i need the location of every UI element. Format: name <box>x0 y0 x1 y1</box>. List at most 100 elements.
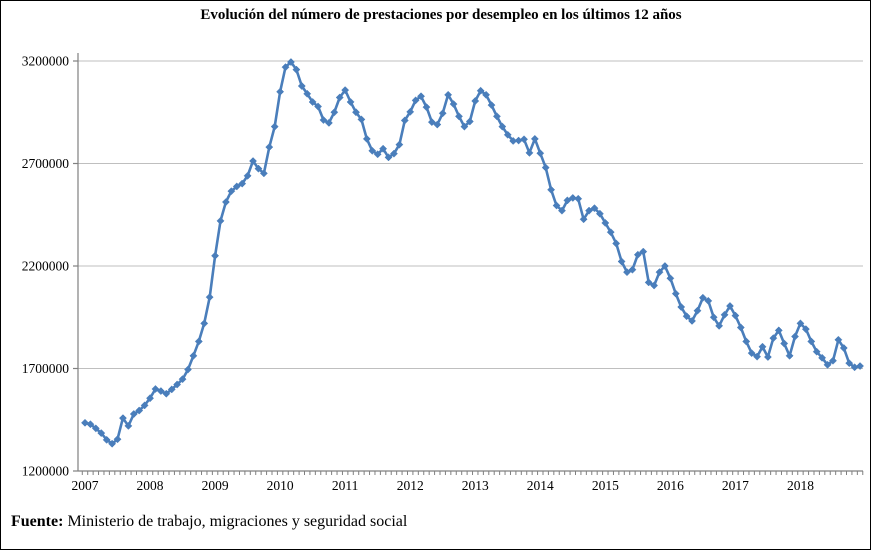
y-tick-label: 1200000 <box>22 464 70 479</box>
data-point-marker <box>807 337 816 346</box>
data-point-marker <box>433 120 442 129</box>
data-point-marker <box>368 146 377 155</box>
chart-title: Evolución del número de prestaciones por… <box>200 7 682 23</box>
data-point-marker <box>595 209 604 218</box>
data-point-marker <box>395 140 404 149</box>
x-tick-label: 2008 <box>137 478 164 493</box>
data-point-marker <box>373 150 382 159</box>
data-point-marker <box>823 360 832 369</box>
y-tick-label: 2700000 <box>22 156 70 171</box>
data-point-marker <box>617 257 626 266</box>
data-point-marker <box>341 86 350 95</box>
data-point-marker <box>585 206 594 215</box>
data-point-marker <box>184 365 192 374</box>
data-point-marker <box>633 250 642 259</box>
data-point-marker <box>91 424 100 433</box>
data-point-marker <box>758 342 767 351</box>
data-point-marker <box>156 387 165 396</box>
x-tick-label: 2013 <box>462 478 489 493</box>
data-point-marker <box>492 112 501 121</box>
data-point-marker <box>400 116 409 125</box>
data-point-marker <box>221 198 230 206</box>
data-point-marker <box>791 332 799 341</box>
data-point-marker <box>108 439 117 448</box>
data-point-marker <box>801 325 810 334</box>
data-point-marker <box>796 319 805 328</box>
data-point-marker <box>417 92 425 101</box>
data-point-marker <box>287 58 295 66</box>
data-point-marker <box>514 136 523 145</box>
data-point-marker <box>465 117 474 126</box>
data-point-marker <box>558 206 566 215</box>
source-line: Fuente: Ministerio de trabajo, migracion… <box>11 513 407 531</box>
data-point-marker <box>693 306 702 315</box>
data-point-marker <box>276 87 285 96</box>
data-point-marker <box>666 274 675 283</box>
data-point-marker <box>422 103 431 112</box>
data-point-marker <box>330 108 339 117</box>
data-point-marker <box>178 375 187 384</box>
x-tick-label: 2016 <box>657 478 684 493</box>
data-point-marker <box>281 63 290 72</box>
data-point-marker <box>536 149 545 158</box>
data-point-marker <box>189 351 198 360</box>
data-point-marker <box>357 115 366 124</box>
data-point-marker <box>579 215 588 224</box>
y-tick-label: 1700000 <box>22 361 70 376</box>
x-tick-label: 2014 <box>527 478 554 493</box>
data-point-marker <box>352 108 360 117</box>
data-point-marker <box>563 196 572 205</box>
data-point-marker <box>753 352 762 361</box>
data-point-marker <box>606 228 615 237</box>
data-point-marker <box>839 344 848 352</box>
data-point-marker <box>427 118 436 127</box>
data-point-marker <box>487 101 496 110</box>
data-point-marker <box>379 144 388 153</box>
data-point-marker <box>86 420 95 429</box>
data-point-marker <box>249 157 257 165</box>
x-tick-label: 2007 <box>72 478 99 493</box>
data-point-marker <box>303 89 312 98</box>
data-point-marker <box>270 122 279 131</box>
data-point-marker <box>455 112 463 121</box>
data-point-marker <box>265 143 274 152</box>
data-point-marker <box>81 418 89 427</box>
data-point-marker <box>623 268 631 277</box>
y-tick-label: 3200000 <box>22 54 70 69</box>
data-point-marker <box>227 187 236 196</box>
data-point-marker <box>650 281 659 290</box>
data-point-marker <box>438 109 447 118</box>
data-point-marker <box>552 201 561 210</box>
data-point-marker <box>829 356 837 365</box>
data-point-marker <box>135 406 144 415</box>
data-point-marker <box>726 302 734 310</box>
data-point-marker <box>720 310 729 319</box>
source-label: Fuente: <box>11 513 64 530</box>
data-point-marker <box>200 319 209 328</box>
data-point-marker <box>769 334 778 343</box>
data-point-marker <box>216 216 225 225</box>
data-point-marker <box>785 351 794 360</box>
data-point-marker <box>644 278 653 287</box>
data-point-marker <box>590 204 599 213</box>
data-point-marker <box>688 316 696 325</box>
data-point-marker <box>856 362 865 370</box>
data-point-marker <box>818 353 827 362</box>
data-point-marker <box>113 435 122 444</box>
data-point-marker <box>812 347 821 356</box>
line-chart-canvas: 1200000 1700000 2200000 2700000 3200000 2007 2… <box>22 53 865 493</box>
data-point-marker <box>173 380 182 389</box>
data-point-marker <box>520 135 528 144</box>
data-point-marker <box>698 293 707 302</box>
data-point-marker <box>530 134 539 143</box>
data-point-marker <box>731 311 740 320</box>
data-point-marker <box>254 164 263 173</box>
data-point-marker <box>324 118 333 127</box>
x-tick-label: 2018 <box>787 478 814 493</box>
data-point-marker <box>612 239 621 248</box>
data-point-marker <box>292 65 301 74</box>
data-point-marker <box>525 148 534 157</box>
data-point-marker <box>763 353 772 361</box>
data-point-marker <box>102 435 111 444</box>
